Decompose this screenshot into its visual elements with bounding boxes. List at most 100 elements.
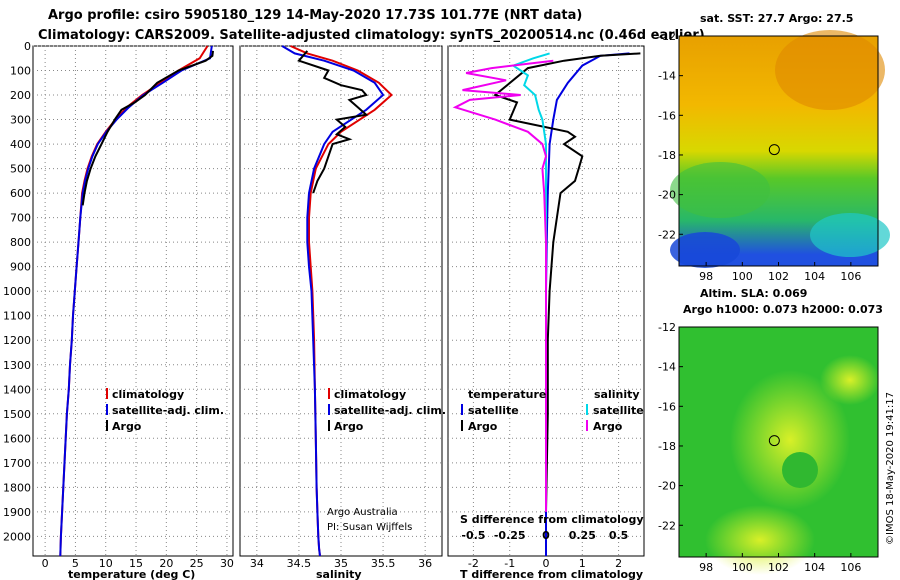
map-x-tick-label: 98 [699, 270, 713, 283]
legend-label-argo: Argo [334, 420, 364, 433]
depth-tick-label: 0 [24, 40, 31, 53]
sst-map-title: sat. SST: 27.7 Argo: 27.5 [700, 12, 853, 25]
depth-tick-label: 200 [10, 89, 31, 102]
difference-axis-label: T difference from climatology [460, 568, 643, 580]
map-x-tick-label: 104 [804, 270, 825, 283]
sla-map-subtitle: Argo h1000: 0.073 h2000: 0.073 [683, 303, 883, 316]
sla-map-title: Altim. SLA: 0.069 [700, 287, 807, 300]
sla-light-blob [730, 370, 850, 510]
map-x-tick-label: 106 [840, 561, 861, 574]
legend-label-climatology: climatology [334, 388, 406, 401]
legend-label-s-argo: Argo [593, 420, 623, 433]
x-tick-label: 34.5 [287, 557, 312, 570]
depth-tick-label: 1800 [3, 481, 31, 494]
map-y-tick-label: -16 [658, 400, 676, 413]
salinity-lines [281, 45, 393, 556]
temperature-lines [59, 45, 214, 556]
series-line-s-argo [452, 59, 554, 512]
salinity-legend: climatology satellite-adj. clim. Argo [328, 388, 446, 433]
x-tick-label: 36 [418, 557, 432, 570]
x-tick-label: 5 [72, 557, 79, 570]
map-x-tick-label: 104 [804, 561, 825, 574]
x-tick-label: 20 [159, 557, 173, 570]
salinity-axis-label: salinity [316, 568, 362, 580]
sst-argo-position-marker [768, 144, 780, 156]
x-tick-label: 25 [190, 557, 204, 570]
legend-label-argo: Argo [112, 420, 142, 433]
depth-tick-label: 300 [10, 114, 31, 127]
sla-light-blob-3 [820, 355, 880, 405]
temperature-legend: climatology satellite-adj. clim. Argo [106, 388, 224, 433]
title-line-2: Climatology: CARS2009. Satellite-adjuste… [38, 28, 705, 43]
depth-tick-label: 1100 [3, 310, 31, 323]
depth-tick-label: 1300 [3, 359, 31, 372]
depth-tick-label: 1200 [3, 334, 31, 347]
x-tick-label: 2 [615, 557, 622, 570]
x-tick-labels: 0 5 10 15 20 25 30 34 34.5 35 35.5 36 -2 -1 0 1 2 [42, 557, 622, 570]
s-difference-tick: -0.25 [494, 529, 526, 542]
pi-text: PI: Susan Wijffels [327, 522, 412, 533]
sla-map: 98 100 102 104 106 -12 -14 -16 -18 -20 -22 [658, 321, 880, 575]
x-tick-label: 0 [543, 557, 550, 570]
s-difference-tick: 0 [542, 529, 550, 542]
sst-map-frame [678, 35, 879, 267]
sst-blue-patch [670, 232, 740, 268]
map-x-tick-label: 102 [768, 270, 789, 283]
depth-tick-label: 900 [10, 261, 31, 274]
map-y-tick-label: -14 [658, 361, 676, 374]
map-y-tick-label: -18 [658, 440, 676, 453]
depth-tick-label: 400 [10, 138, 31, 151]
map-x-tick-label: 102 [768, 561, 789, 574]
depth-tick-label: 700 [10, 212, 31, 225]
depth-tick-label: 600 [10, 187, 31, 200]
x-tick-label: 30 [220, 557, 234, 570]
legend-title-salinity: salinity [594, 388, 640, 401]
map-y-tick-label: -22 [658, 519, 676, 532]
legend-label-t-argo: Argo [468, 420, 498, 433]
s-difference-tick: -0.5 [461, 529, 485, 542]
depth-tick-label: 2000 [3, 530, 31, 543]
title-line-1: Argo profile: csiro 5905180_129 14-May-2… [48, 8, 582, 23]
grid-layer [33, 45, 644, 556]
depth-tick-label: 1400 [3, 383, 31, 396]
depth-tick-label: 500 [10, 163, 31, 176]
s-difference-tick-labels: -0.5 -0.25 0 0.25 0.5 [461, 529, 628, 542]
map-x-tick-label: 100 [732, 270, 753, 283]
sst-warm-patch [775, 30, 885, 110]
temperature-panel-frame [32, 45, 234, 557]
legend-label-satellite: satellite-adj. clim. [334, 404, 446, 417]
x-tick-label: -2 [468, 557, 479, 570]
depth-tick-label: 1600 [3, 432, 31, 445]
s-difference-tick: 0.5 [609, 529, 629, 542]
x-tick-label: 34 [250, 557, 264, 570]
depth-tick-label: 1000 [3, 285, 31, 298]
map-y-tick-label: -14 [658, 70, 676, 83]
temperature-axis-label: temperature (deg C) [68, 568, 195, 580]
depth-tick-label: 1700 [3, 457, 31, 470]
map-x-tick-label: 106 [840, 270, 861, 283]
x-tick-label: 35 [334, 557, 348, 570]
s-difference-tick: 0.25 [569, 529, 596, 542]
x-tick-label: -1 [504, 557, 515, 570]
sst-green-patch [670, 162, 770, 218]
depth-tick-label: 1500 [3, 408, 31, 421]
x-tick-label: 0 [42, 557, 49, 570]
sst-cyan-patch [810, 213, 890, 257]
sla-map-frame [678, 326, 879, 558]
map-y-tick-label: -16 [658, 109, 676, 122]
map-y-tick-label: -20 [658, 189, 676, 202]
series-line-satellite-adj-clim- [281, 45, 385, 556]
map-x-tick-label: 100 [732, 561, 753, 574]
depth-tick-labels: 0 100 200 300 400 500 600 700 800 900 1000 1100 1200… [3, 40, 31, 543]
map-y-tick-label: -12 [658, 30, 676, 43]
depth-tick-label: 100 [10, 65, 31, 78]
difference-lines [452, 52, 641, 556]
credit-text: Argo Australia [327, 507, 398, 518]
sla-light-blob-2 [705, 505, 815, 575]
x-tick-label: 35.5 [371, 557, 396, 570]
map-y-tick-label: -12 [658, 321, 676, 334]
legend-label-s-satellite: satellite [593, 404, 644, 417]
depth-tick-label: 1900 [3, 506, 31, 519]
x-tick-label: 15 [129, 557, 143, 570]
